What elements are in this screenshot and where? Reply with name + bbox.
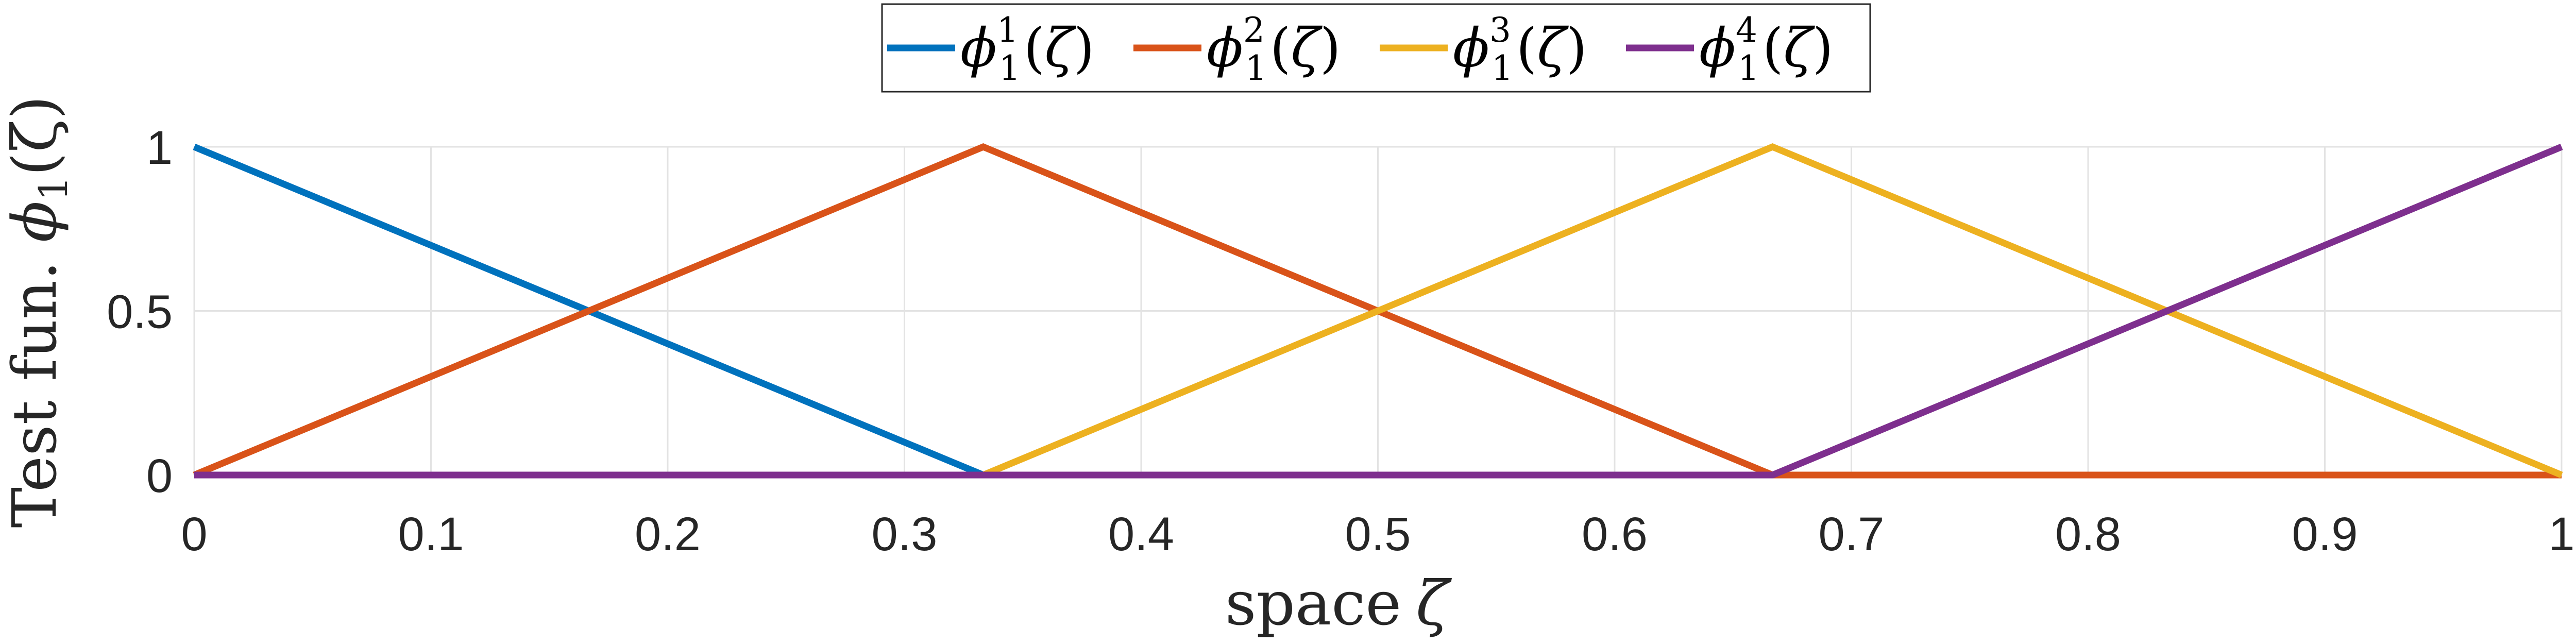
legend-label: ϕ3 1(ζ) <box>1453 10 1587 88</box>
x-tick-label: 1 <box>2548 508 2574 561</box>
x-axis-label: space ζ <box>1225 568 1452 639</box>
legend-item-2: ϕ2 1(ζ) <box>1133 10 1341 88</box>
x-tick-label: 0.8 <box>2055 508 2121 561</box>
legend-label: ϕ1 1(ζ) <box>960 10 1094 88</box>
x-tick-label: 0.7 <box>1819 508 1885 561</box>
x-tick-label: 0.4 <box>1108 508 1174 561</box>
y-tick-label: 0 <box>146 450 173 502</box>
series-lines <box>193 143 2563 479</box>
x-tick-label: 0 <box>181 508 207 561</box>
legend: ϕ1 1(ζ) ϕ2 1(ζ) ϕ3 1(ζ) ϕ4 1(ζ) <box>881 3 1871 93</box>
y-tick-label: 1 <box>146 122 173 174</box>
series-line-4 <box>194 143 2563 479</box>
legend-item-3: ϕ3 1(ζ) <box>1380 10 1587 88</box>
tick-labels: 0 0.1 0.2 0.3 0.4 0.5 0.6 0.7 0.8 0.9 1 0 0.5 1 <box>107 122 2574 561</box>
legend-item-1: ϕ1 1(ζ) <box>887 10 1094 88</box>
legend-item-4: ϕ4 1(ζ) <box>1626 10 1833 88</box>
x-tick-label: 0.3 <box>872 508 938 561</box>
x-tick-label: 0.5 <box>1345 508 1411 561</box>
legend-box <box>881 3 1871 93</box>
x-tick-label: 0.6 <box>1582 508 1648 561</box>
x-tick-label: 0.9 <box>2292 508 2358 561</box>
legend-label: ϕ4 1(ζ) <box>1699 10 1833 88</box>
x-tick-label: 0.2 <box>635 508 701 561</box>
y-tick-label: 0.5 <box>107 286 173 338</box>
y-axis-label: Test fun.ϕ1(ζ) <box>0 96 76 528</box>
x-tick-label: 0.1 <box>398 508 464 561</box>
legend-label: ϕ2 1(ζ) <box>1207 10 1341 88</box>
